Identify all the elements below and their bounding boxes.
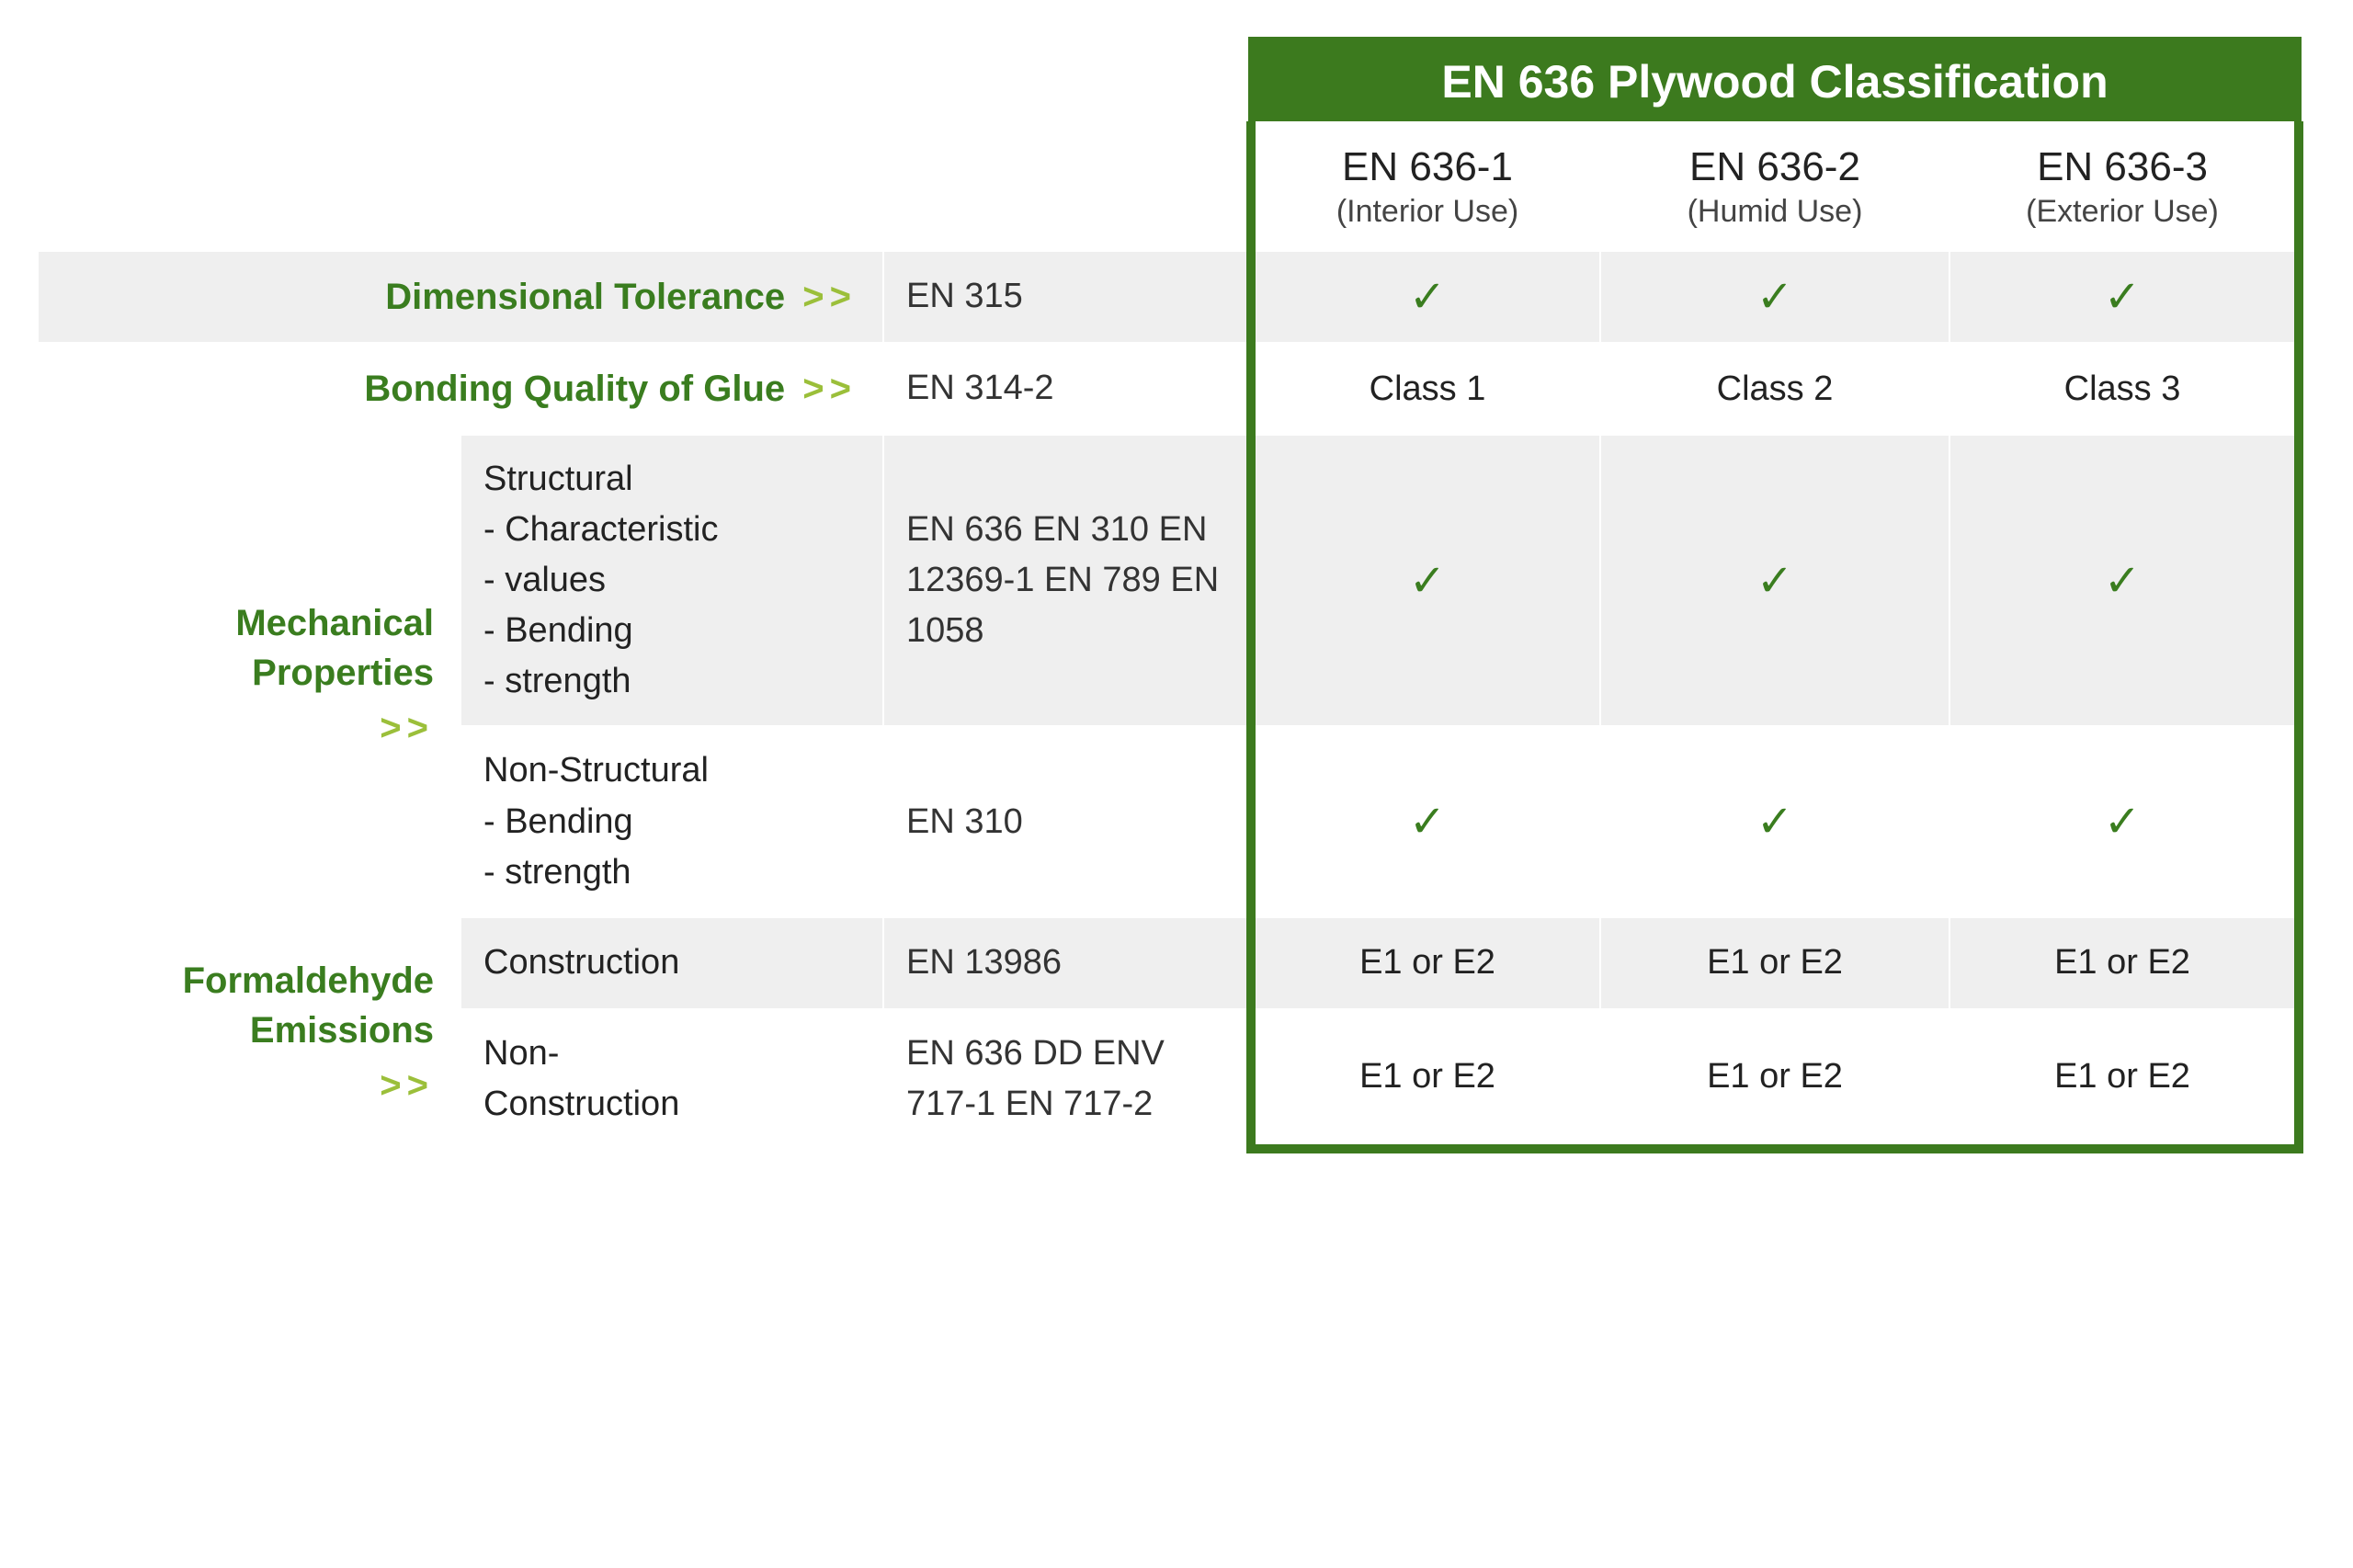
value-cell: ✓ [1251, 726, 1600, 916]
category-label: FormaldehydeEmissions [183, 960, 434, 1051]
std-line: EN 789 [1044, 561, 1161, 599]
category-label: MechanicalProperties [235, 603, 434, 693]
std-line: EN 310 [1032, 510, 1149, 549]
subcategory-construction: Construction [460, 917, 883, 1009]
value-cell: ✓ [1949, 251, 2299, 343]
standard-cell: EN 636 DD ENV 717-1 EN 717-2 [883, 1009, 1251, 1149]
standard-cell: EN 314-2 [883, 343, 1251, 435]
value-cell: Class 1 [1251, 343, 1600, 435]
value-cell: ✓ [1600, 435, 1949, 726]
value-cell: ✓ [1600, 726, 1949, 916]
value-cell: Class 3 [1949, 343, 2299, 435]
arrows-icon: >> [802, 369, 857, 409]
value-cell: ✓ [1600, 251, 1949, 343]
arrows-icon: >> [39, 703, 434, 753]
standard-cell: EN 315 [883, 251, 1251, 343]
class-code: EN 636-1 [1256, 144, 1599, 190]
check-icon: ✓ [2104, 557, 2141, 606]
check-icon: ✓ [1409, 798, 1446, 846]
std-line: EN 636 [906, 1034, 1023, 1073]
bullet: - strength [483, 847, 860, 898]
value-cell: E1 or E2 [1600, 917, 1949, 1009]
value-cell: E1 or E2 [1251, 917, 1600, 1009]
bullet: - Bending [483, 606, 860, 656]
bullet: - values [483, 555, 860, 606]
value-cell: E1 or E2 [1949, 917, 2299, 1009]
bullet: - Characteristic [483, 505, 860, 555]
standard-cell: EN 13986 [883, 917, 1251, 1009]
classification-header: EN 636 Plywood Classification [1251, 40, 2299, 122]
value-cell: ✓ [1949, 726, 2299, 916]
std-line: EN 636 [906, 510, 1023, 549]
sub-title: Structural [483, 460, 633, 498]
class-code: EN 636-3 [1950, 144, 2294, 190]
check-icon: ✓ [2104, 273, 2141, 322]
subcategory-non-structural: Non-Structural - Bending - strength [460, 726, 883, 916]
subcategory-structural: Structural - Characteristic - values - B… [460, 435, 883, 726]
value-cell: E1 or E2 [1600, 1009, 1949, 1149]
std-line: EN 13986 [906, 943, 1062, 982]
class-use: (Humid Use) [1601, 194, 1949, 230]
standard-cell: EN 310 [883, 726, 1251, 916]
check-icon: ✓ [2104, 798, 2141, 846]
value-cell: ✓ [1949, 435, 2299, 726]
category-mechanical-properties: MechanicalProperties >> [38, 435, 460, 917]
class-col-2: EN 636-2 (Humid Use) [1600, 122, 1949, 251]
arrows-icon: >> [39, 1061, 434, 1110]
std-line: EN 717-2 [1006, 1085, 1154, 1123]
check-icon: ✓ [1756, 798, 1793, 846]
category-dimensional-tolerance: Dimensional Tolerance >> [38, 251, 883, 343]
arrows-icon: >> [802, 277, 857, 317]
check-icon: ✓ [1756, 273, 1793, 322]
classification-table: EN 636 Plywood Classification EN 636-1 (… [37, 37, 2303, 1153]
value-cell: Class 2 [1600, 343, 1949, 435]
sub-title: Non-Structural [483, 751, 709, 790]
value-cell: ✓ [1251, 435, 1600, 726]
value-cell: E1 or E2 [1251, 1009, 1600, 1149]
value-cell: E1 or E2 [1949, 1009, 2299, 1149]
check-icon: ✓ [1409, 273, 1446, 322]
class-col-1: EN 636-1 (Interior Use) [1251, 122, 1600, 251]
plywood-classification-table: EN 636 Plywood Classification EN 636-1 (… [37, 37, 2298, 1153]
check-icon: ✓ [1409, 557, 1446, 606]
check-icon: ✓ [1756, 557, 1793, 606]
category-label: Bonding Quality of Glue [364, 369, 785, 409]
value-cell: ✓ [1251, 251, 1600, 343]
sub-title: Construction [483, 943, 679, 982]
category-label: Dimensional Tolerance [385, 277, 785, 317]
standard-cell: EN 636 EN 310 EN 12369-1 EN 789 EN 1058 [883, 435, 1251, 726]
std-line: EN 310 [906, 802, 1023, 841]
class-code: EN 636-2 [1601, 144, 1949, 190]
class-use: (Exterior Use) [1950, 194, 2294, 230]
class-use: (Interior Use) [1256, 194, 1599, 230]
class-col-3: EN 636-3 (Exterior Use) [1949, 122, 2299, 251]
category-formaldehyde-emissions: FormaldehydeEmissions >> [38, 917, 460, 1149]
subcategory-non-construction: Non-Construction [460, 1009, 883, 1149]
category-bonding-quality: Bonding Quality of Glue >> [38, 343, 883, 435]
bullet: - Bending [483, 797, 860, 847]
bullet: - strength [483, 656, 860, 707]
